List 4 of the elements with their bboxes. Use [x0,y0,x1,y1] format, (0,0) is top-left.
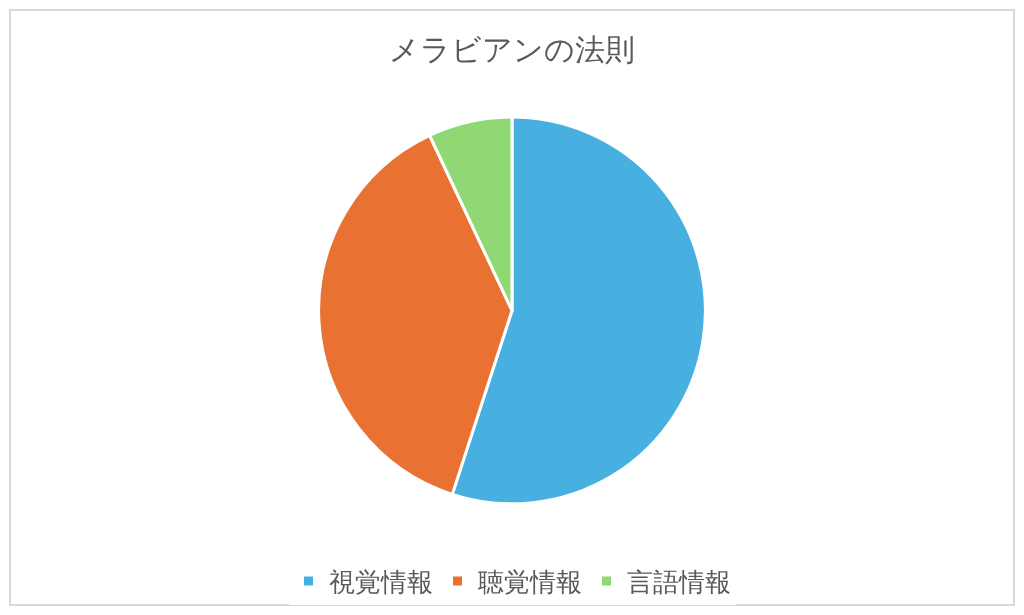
chart-title: メラビアンの法則 [389,31,635,67]
legend-label: 聴覚情報 [477,567,582,598]
legend-label: 言語情報 [626,567,731,598]
legend-label: 視覚情報 [328,567,433,598]
